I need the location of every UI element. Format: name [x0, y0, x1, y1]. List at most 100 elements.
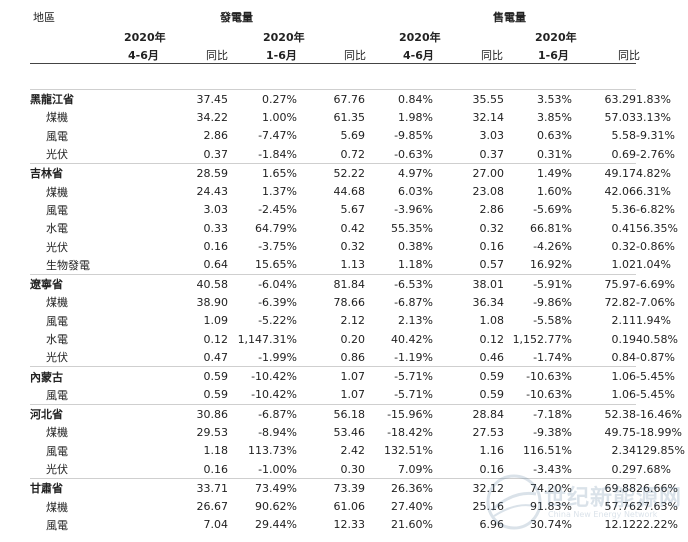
- value-cell: 0.59: [433, 366, 504, 386]
- value-cell: -7.18%: [504, 404, 572, 424]
- value-cell: 40.42%: [391, 332, 433, 346]
- spacer-cell: [112, 89, 160, 109]
- province-row: 遼寧省 40.58 -6.04% 81.84 -6.53% 38.01 -5.91% 75.9…: [30, 273, 675, 294]
- generation-header: 發電量: [220, 11, 253, 24]
- value-cell: 1,152.77%: [512, 332, 572, 346]
- province-row: 黑龍江省 37.45 0.27% 67.76 0.84% 35.55 3.53% 63.29 1…: [30, 89, 671, 109]
- value-cell: 56.18: [297, 404, 365, 424]
- spacer-cell: [112, 256, 160, 275]
- value-cell: 24.43: [196, 185, 229, 199]
- region-name-cell: 生物發電: [46, 258, 90, 272]
- gen-q2-year: 2020年: [124, 31, 166, 44]
- value-cell: 0.16: [479, 462, 505, 476]
- value-cell: 16.92%: [530, 258, 572, 272]
- value-cell: 61.06: [333, 500, 366, 514]
- value-cell: 57.76: [604, 500, 637, 514]
- value-cell: 2.34: [611, 444, 637, 458]
- value-cell: -6.39%: [258, 295, 297, 309]
- region-name-cell: 遼寧省: [30, 273, 112, 294]
- table-row: 光伏 0.16 -3.75% 0.32 0.38% 0.16 -4.26% 0.32 -0.86…: [30, 237, 675, 255]
- value-cell: 0.29: [611, 462, 637, 476]
- table-row: 生物發電 0.64 15.65% 1.13 1.18% 0.57 16.92% 1.02 1.0…: [30, 256, 671, 275]
- spacer-cell: [112, 460, 160, 479]
- gen-h1-year: 2020年: [263, 31, 305, 44]
- value-cell: 1.60%: [537, 185, 572, 199]
- value-cell: -3.43%: [533, 462, 572, 476]
- value-cell: 132.51%: [384, 444, 433, 458]
- region-name-cell: 風電: [46, 129, 68, 143]
- spacer-cell: [112, 478, 160, 498]
- value-cell: 49.75: [604, 425, 637, 439]
- value-cell: -18.42%: [387, 425, 433, 439]
- value-cell: 55.35%: [391, 221, 433, 235]
- value-cell: 5.36: [611, 203, 637, 217]
- value-cell: -7.47%: [258, 129, 297, 143]
- sales-h1-period: 1-6月: [538, 49, 569, 62]
- region-name-cell: 水電: [46, 333, 68, 346]
- value-cell: 81.84: [297, 273, 365, 294]
- table-row: 光伏 0.37 -1.84% 0.72 -0.63% 0.37 0.31% 0.69 -2.76…: [30, 145, 675, 164]
- gen-h1-period: 1-6月: [266, 49, 297, 62]
- value-cell: 2.86: [203, 129, 229, 143]
- value-cell: 0.38%: [398, 240, 433, 254]
- province-row: 河北省 30.86 -6.87% 56.18 -15.96% 28.84 -7.18% 52.…: [30, 404, 682, 424]
- value-cell: -1.19%: [394, 350, 433, 364]
- value-cell: -10.42%: [251, 388, 297, 402]
- region-name-cell: 風電: [46, 518, 68, 532]
- value-cell: 1.18%: [398, 258, 433, 272]
- value-cell: -1.84%: [258, 147, 297, 161]
- region-name-cell: 黑龍江省: [30, 89, 112, 109]
- value-cell: 28.84: [433, 404, 504, 424]
- value-cell: 25.16: [472, 500, 505, 514]
- table-row: 光伏 0.16 -1.00% 0.30 7.09% 0.16 -3.43% 0.29 7.68%: [30, 460, 671, 479]
- region-name-cell: 風電: [46, 203, 68, 217]
- value-cell: -6.04%: [228, 273, 297, 294]
- value-cell: 113.73%: [248, 444, 297, 458]
- value-cell: 49.17: [572, 163, 636, 183]
- value-cell: 30.74%: [530, 518, 572, 532]
- value-cell: 12.33: [333, 518, 366, 532]
- value-cell: 0.59: [203, 388, 229, 402]
- value-cell: 2.11: [611, 314, 637, 328]
- value-cell: 0.37: [203, 147, 229, 161]
- value-cell: 0.59: [160, 366, 228, 386]
- table-row: 水電 0.12 1,147.31% 0.20 40.42% 0.12 1,152.77% 0.…: [30, 330, 678, 348]
- region-name-cell: 內蒙古: [30, 366, 112, 386]
- value-cell: 1.07: [297, 366, 365, 386]
- value-cell: 1,147.31%: [237, 332, 297, 346]
- value-cell: -1.74%: [533, 350, 572, 364]
- value-cell: 67.76: [297, 89, 365, 109]
- value-cell: 1.08: [479, 314, 505, 328]
- province-row: 內蒙古 0.59 -10.42% 1.07 -5.71% 0.59 -10.63% 1.06-…: [30, 366, 675, 386]
- spacer-cell: [112, 366, 160, 386]
- table-row: 煤機 26.67 90.62% 61.06 27.40% 25.16 91.83% 57.76…: [30, 498, 678, 516]
- value-cell: 7.04: [203, 518, 229, 532]
- value-cell: 1.00%: [262, 110, 297, 124]
- value-cell: -6.53%: [365, 273, 433, 294]
- value-cell: 36.34: [472, 295, 505, 309]
- spacer-cell: [112, 237, 160, 255]
- spacer-cell: [112, 108, 160, 126]
- region-header: 地區: [33, 11, 55, 24]
- value-cell: 26.36%: [365, 478, 433, 498]
- value-cell: 57.03: [604, 110, 637, 124]
- value-cell: 3.03: [203, 203, 229, 217]
- value-cell: 15.65%: [255, 258, 297, 272]
- spacer-cell: [112, 145, 160, 164]
- value-cell: 42.06: [604, 185, 637, 199]
- value-cell: -9.38%: [533, 425, 572, 439]
- value-cell: 0.19: [611, 332, 637, 346]
- province-row: 甘肅省 33.71 73.49% 73.39 26.36% 32.12 74.20% 69.8…: [30, 478, 678, 498]
- spacer-cell: [112, 516, 160, 534]
- value-cell: 0.16: [479, 240, 505, 254]
- value-cell: 6.96: [479, 518, 505, 532]
- value-cell: 7.09%: [398, 462, 433, 476]
- spacer-cell: [112, 312, 160, 330]
- value-cell: 72.82: [604, 295, 637, 309]
- region-name-cell: 煤機: [46, 111, 68, 125]
- value-cell: 1.06: [572, 366, 636, 386]
- value-cell: -6.87%: [394, 295, 433, 309]
- region-name-cell: 吉林省: [30, 163, 112, 183]
- spacer-cell: [112, 219, 160, 237]
- spacer-cell: [112, 386, 160, 405]
